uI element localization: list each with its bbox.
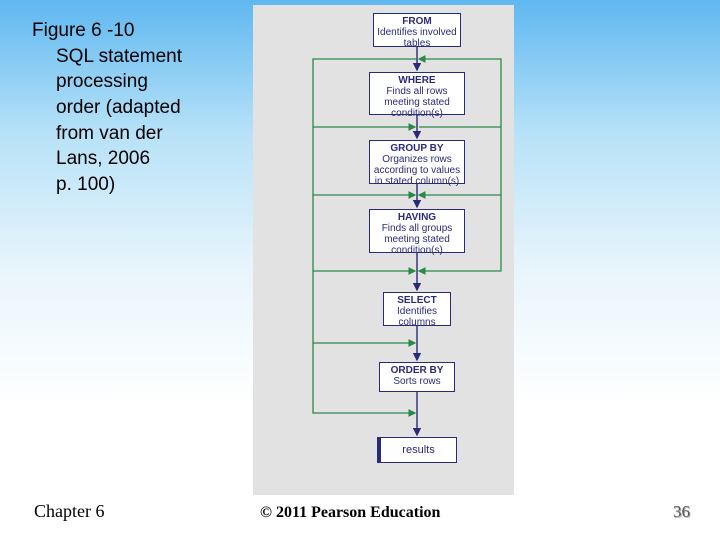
flow-keyword: FROM [377,16,457,27]
flow-desc: Finds all groups meeting stated conditio… [382,223,453,256]
figure-caption: Figure 6 -10 SQL statement processing or… [32,18,182,197]
flow-desc: Organizes rows according to values in st… [374,154,460,187]
flow-desc: Sorts rows [393,376,440,387]
flow-desc: Identifies columns [397,306,437,328]
copyright-text: © 2011 Pearson Education [260,504,440,522]
chapter-label: Chapter 6 [34,501,104,522]
flow-keyword: HAVING [373,212,461,223]
flow-node-from: FROMIdentifies involved tables [373,13,461,47]
page-number: 36 [673,502,690,522]
flow-keyword: WHERE [373,75,461,86]
flow-node-where: WHEREFinds all rows meeting stated condi… [369,72,465,115]
caption-line: order (adapted [56,95,182,121]
flow-node-groupby: GROUP BYOrganizes rows according to valu… [369,140,465,184]
flow-keyword: ORDER BY [383,365,451,376]
caption-line: Figure 6 -10 [32,18,182,44]
flow-desc: Identifies involved tables [377,27,457,49]
flow-node-orderby: ORDER BYSorts rows [379,362,455,392]
caption-line: processing [56,69,182,95]
caption-line: SQL statement [56,44,182,70]
flow-results: results [377,437,457,463]
flow-node-having: HAVINGFinds all groups meeting stated co… [369,209,465,253]
caption-line: p. 100) [56,172,182,198]
caption-line: from van der [56,121,182,147]
flowchart: FROMIdentifies involved tablesWHEREFinds… [253,5,514,495]
flow-keyword: GROUP BY [373,143,461,154]
flow-desc: Finds all rows meeting stated condition(… [384,86,450,119]
flow-node-select: SELECTIdentifies columns [383,292,451,326]
flow-keyword: SELECT [387,295,447,306]
caption-line: Lans, 2006 [56,146,182,172]
